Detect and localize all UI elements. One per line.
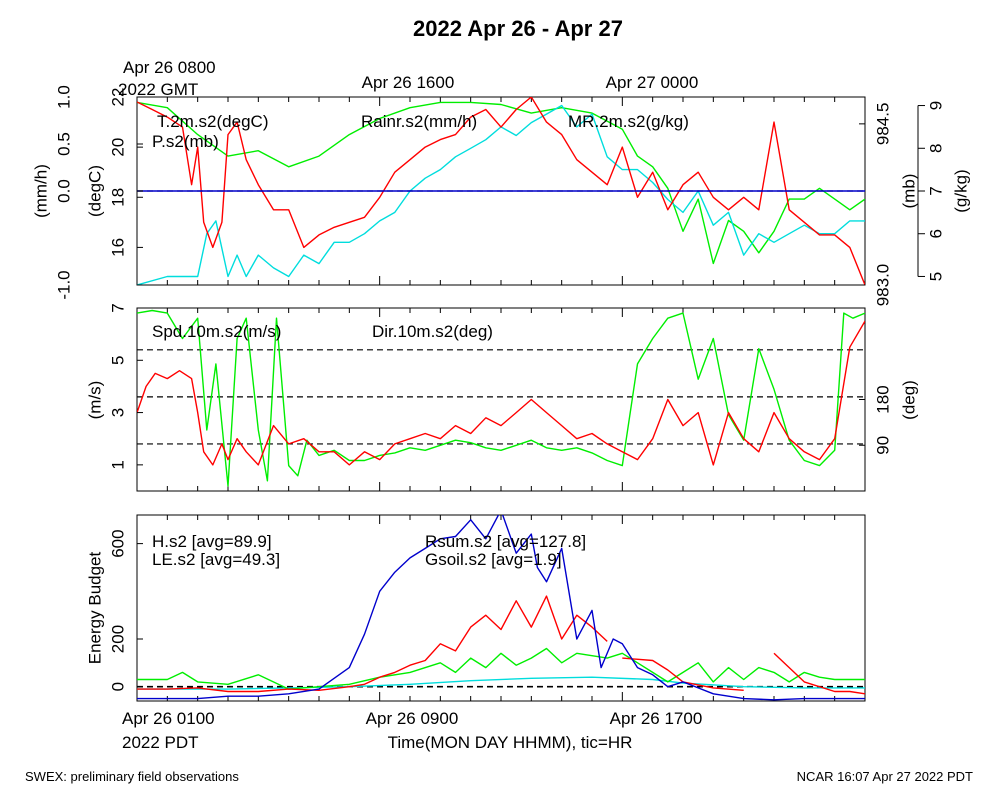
speed-axis-tick-label: 1 — [108, 460, 127, 469]
series-line — [137, 515, 865, 701]
legend-temp: T.2m.s2(degC) — [157, 112, 268, 131]
temp-axis-tick-label: 22 — [108, 88, 127, 107]
series-line — [137, 320, 865, 466]
energy-axis-label: Energy Budget — [85, 551, 104, 664]
temp-axis-tick-label: 18 — [108, 188, 127, 207]
temp-axis-tick-label: 16 — [108, 238, 127, 257]
pressure-axis-tick-label: 984.5 — [873, 103, 892, 146]
energy-series — [137, 515, 865, 701]
footer-left: SWEX: preliminary field observations — [25, 769, 239, 784]
series-line — [137, 97, 865, 285]
wind-axes: 1 3 5 7 (m/s) 90 180 (deg) — [85, 303, 918, 469]
legend-direction: Dir.10m.s2(deg) — [372, 322, 493, 341]
bottom-time-label-2: Apr 26 0900 — [366, 709, 459, 728]
direction-axis-label: (deg) — [899, 380, 918, 420]
legend-sensible-heat: H.s2 [avg=89.9] — [152, 532, 272, 551]
wind-panel: 1 3 5 7 (m/s) 90 180 (deg) Spd.10m.s2(m/s) Dir.… — [85, 303, 918, 492]
rain-axis-tick-label: 0.0 — [54, 179, 73, 203]
speed-axis-tick-label: 3 — [108, 408, 127, 417]
met-panel: -1.00.00.51.0(mm/h)16182022(degC)983.098… — [31, 85, 970, 306]
series-line — [137, 104, 865, 285]
energy-axis-tick-label: 0 — [108, 682, 127, 691]
time-axis-label: Time(MON DAY HHMM), tic=HR — [388, 733, 633, 752]
bottom-time-label-1-sub: 2022 PDT — [122, 733, 199, 752]
rain-axis-label: (mm/h) — [31, 164, 50, 218]
direction-axis-tick-label: 90 — [873, 436, 892, 455]
series-line — [773, 652, 865, 695]
speed-axis-tick-label: 5 — [108, 356, 127, 365]
met-ticks — [136, 97, 866, 285]
series-line — [137, 595, 608, 693]
top-time-label-2: Apr 26 1600 — [362, 73, 455, 92]
series-line — [622, 657, 744, 691]
legend-pressure: P.s2(mb) — [152, 132, 219, 151]
series-line — [137, 676, 865, 690]
mixing-ratio-axis-tick-label: 9 — [926, 101, 945, 110]
temp-axis-label: (degC) — [85, 165, 104, 217]
series-line — [137, 101, 865, 265]
met-series — [137, 97, 865, 285]
mixing-ratio-axis-tick-label: 8 — [926, 144, 945, 153]
speed-axis-label: (m/s) — [85, 381, 104, 420]
speed-axis-tick-label: 7 — [108, 303, 127, 312]
rain-axis-tick-label: 0.5 — [54, 132, 73, 156]
series-line — [137, 309, 865, 487]
energy-axis-tick-label: 200 — [108, 625, 127, 653]
top-time-label-1: Apr 26 0800 — [123, 58, 216, 77]
pressure-axis-label: (mb) — [899, 174, 918, 209]
chart-title: 2022 Apr 26 - Apr 27 — [413, 16, 623, 41]
legend-net-radiation: Rsum.s2 [avg=127.8] — [425, 532, 586, 551]
legend-soil-heat: Gsoil.s2 [avg=1.9] — [425, 550, 562, 569]
series-line — [137, 647, 865, 690]
bottom-time-label-3: Apr 26 1700 — [610, 709, 703, 728]
pressure-axis-tick-label: 983.0 — [873, 264, 892, 307]
met-axes: -1.00.00.51.0(mm/h)16182022(degC)983.098… — [31, 85, 970, 306]
top-time-label-1-sub: 2022 GMT — [118, 80, 198, 99]
legend-mixing-ratio: MR.2m.s2(g/kg) — [568, 112, 689, 131]
wind-ticks — [136, 308, 866, 491]
legend-latent-heat: LE.s2 [avg=49.3] — [152, 550, 280, 569]
footer-right: NCAR 16:07 Apr 27 2022 PDT — [797, 769, 973, 784]
temp-axis-tick-label: 20 — [108, 138, 127, 157]
direction-axis-tick-label: 180 — [873, 385, 892, 413]
energy-axis-tick-label: 600 — [108, 529, 127, 557]
wind-series — [137, 309, 865, 487]
energy-ticks — [136, 515, 866, 701]
top-time-label-3: Apr 27 0000 — [606, 73, 699, 92]
legend-rain: Rainr.s2(mm/h) — [361, 112, 477, 131]
rain-axis-tick-label: 1.0 — [54, 85, 73, 109]
mixing-ratio-axis-tick-label: 6 — [926, 229, 945, 238]
rain-axis-tick-label: -1.0 — [54, 270, 73, 299]
mixing-ratio-axis-tick-label: 7 — [926, 186, 945, 195]
mixing-ratio-axis-tick-label: 5 — [926, 272, 945, 281]
mixing-ratio-axis-label: (g/kg) — [951, 169, 970, 212]
bottom-time-label-1: Apr 26 0100 — [122, 709, 215, 728]
legend-speed: Spd.10m.s2(m/s) — [152, 322, 281, 341]
